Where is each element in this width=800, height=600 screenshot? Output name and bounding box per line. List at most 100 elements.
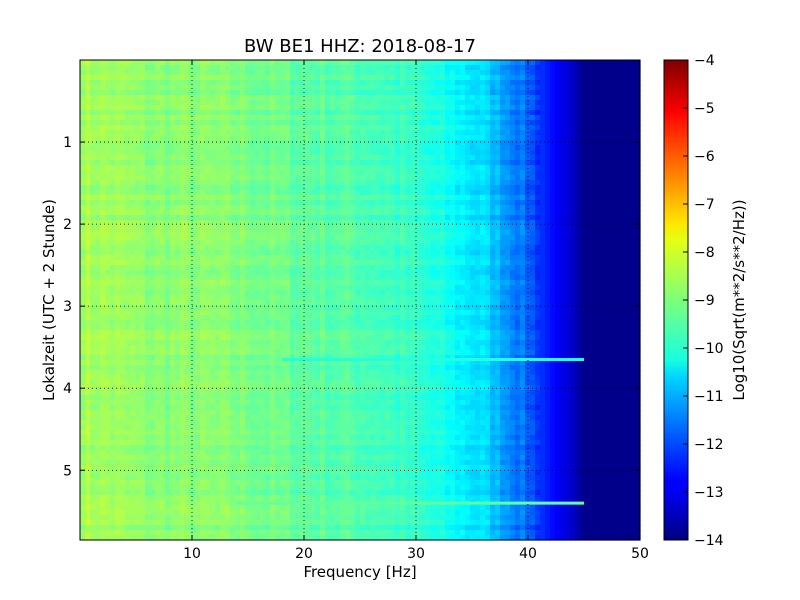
heatmap-cell (560, 75, 566, 81)
heatmap-cell (500, 145, 506, 151)
heatmap-cell (495, 275, 501, 281)
heatmap-cell (205, 85, 211, 91)
heatmap-cell (525, 65, 531, 71)
heatmap-cell (600, 245, 606, 251)
heatmap-cell (140, 70, 146, 76)
heatmap-cell (565, 80, 571, 86)
heatmap-cell (375, 215, 381, 221)
heatmap-cell (155, 205, 161, 211)
heatmap-cell (560, 160, 566, 166)
heatmap-cell (105, 230, 111, 236)
heatmap-cell (575, 90, 581, 96)
heatmap-cell (315, 115, 321, 121)
heatmap-cell (585, 95, 591, 101)
heatmap-cell (605, 85, 611, 91)
heatmap-cell (630, 170, 636, 176)
heatmap-cell (165, 70, 171, 76)
heatmap-cell (620, 130, 626, 136)
heatmap-cell (180, 275, 186, 281)
heatmap-cell (240, 240, 246, 246)
heatmap-cell (630, 135, 636, 141)
heatmap-cell (450, 270, 456, 276)
heatmap-cell (635, 60, 641, 66)
heatmap-cell (380, 165, 386, 171)
heatmap-cell (480, 275, 486, 281)
heatmap-cell (460, 225, 466, 231)
heatmap-cell (285, 115, 291, 121)
heatmap-cell (520, 70, 526, 76)
heatmap-cell (135, 255, 141, 261)
heatmap-cell (390, 150, 396, 156)
heatmap-cell (465, 85, 471, 91)
heatmap-cell (235, 235, 241, 241)
heatmap-cell (335, 245, 341, 251)
heatmap-cell (595, 70, 601, 76)
heatmap-cell (395, 240, 401, 246)
heatmap-cell (295, 180, 301, 186)
heatmap-cell (85, 70, 91, 76)
heatmap-cell (180, 130, 186, 136)
heatmap-cell (400, 65, 406, 71)
heatmap-cell (540, 170, 546, 176)
heatmap-cell (345, 240, 351, 246)
heatmap-cell (560, 110, 566, 116)
heatmap-cell (335, 70, 341, 76)
heatmap-cell (390, 240, 396, 246)
heatmap-cell (550, 210, 556, 216)
heatmap-cell (515, 120, 521, 126)
heatmap-cell (445, 205, 451, 211)
heatmap-cell (425, 105, 431, 111)
heatmap-cell (285, 110, 291, 116)
heatmap-cell (155, 220, 161, 226)
heatmap-cell (410, 190, 416, 196)
heatmap-cell (485, 270, 491, 276)
heatmap-cell (470, 200, 476, 206)
heatmap-cell (210, 115, 216, 121)
heatmap-cell (610, 185, 616, 191)
heatmap-cell (245, 125, 251, 131)
heatmap-cell (580, 240, 586, 246)
heatmap-cell (505, 170, 511, 176)
heatmap-cell (300, 265, 306, 271)
heatmap-cell (235, 75, 241, 81)
heatmap-cell (565, 85, 571, 91)
heatmap-cell (445, 260, 451, 266)
heatmap-cell (290, 215, 296, 221)
heatmap-cell (450, 215, 456, 221)
heatmap-cell (335, 145, 341, 151)
heatmap-cell (180, 235, 186, 241)
heatmap-cell (335, 270, 341, 276)
heatmap-cell (180, 160, 186, 166)
heatmap-cell (170, 145, 176, 151)
heatmap-cell (295, 245, 301, 251)
heatmap-cell (620, 110, 626, 116)
heatmap-cell (95, 260, 101, 266)
heatmap-cell (240, 175, 246, 181)
heatmap-cell (110, 195, 116, 201)
heatmap-cell (190, 115, 196, 121)
heatmap-cell (320, 160, 326, 166)
heatmap-cell (525, 260, 531, 266)
heatmap-cell (500, 100, 506, 106)
heatmap-cell (535, 105, 541, 111)
heatmap-cell (610, 140, 616, 146)
heatmap-cell (350, 220, 356, 226)
heatmap-cell (570, 115, 576, 121)
heatmap-cell (140, 185, 146, 191)
heatmap-cell (220, 250, 226, 256)
heatmap-cell (150, 170, 156, 176)
heatmap-cell (560, 60, 566, 66)
heatmap-cell (150, 270, 156, 276)
heatmap-cell (130, 100, 136, 106)
heatmap-cell (225, 155, 231, 161)
heatmap-cell (280, 155, 286, 161)
heatmap-cell (210, 60, 216, 66)
heatmap-cell (350, 270, 356, 276)
heatmap-cell (490, 190, 496, 196)
heatmap-cell (230, 65, 236, 71)
heatmap-cell (510, 65, 516, 71)
heatmap-cell (410, 145, 416, 151)
heatmap-cell (510, 210, 516, 216)
heatmap-cell (345, 60, 351, 66)
heatmap-cell (270, 220, 276, 226)
